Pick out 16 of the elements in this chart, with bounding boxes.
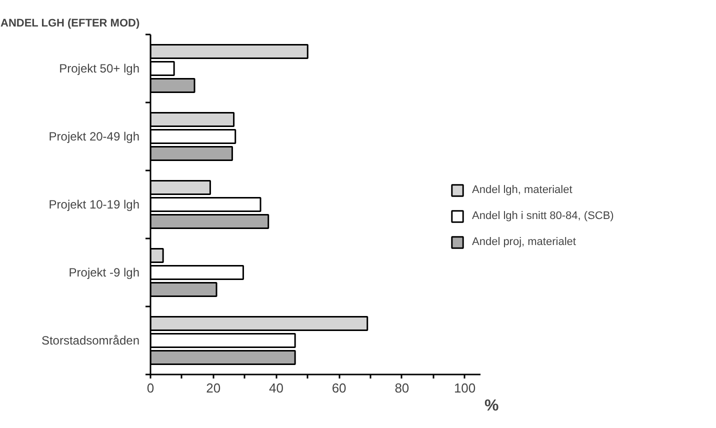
legend-label: Andel proj, materialet bbox=[472, 236, 576, 248]
x-axis-title: % bbox=[484, 398, 499, 414]
x-tick-label: 80 bbox=[394, 380, 410, 396]
x-tick-label: 0 bbox=[146, 380, 154, 396]
y-tick-label: Projekt 50+ lgh bbox=[59, 62, 140, 76]
chart-title: ANDEL LGH (EFTER MOD) bbox=[0, 18, 140, 30]
y-tick-label: Projekt -9 lgh bbox=[68, 266, 140, 280]
y-tick-label: Projekt 10-19 lgh bbox=[48, 198, 140, 212]
x-tick-label: 40 bbox=[268, 380, 284, 396]
legend-label: Andel lgh i snitt 80-84, (SCB) bbox=[472, 210, 614, 222]
x-tick-label: 20 bbox=[206, 380, 221, 396]
legend-label: Andel lgh, materialet bbox=[472, 184, 572, 196]
y-tick-label: Storstadsområden bbox=[41, 334, 140, 348]
y-tick-label: Projekt 20-49 lgh bbox=[48, 130, 140, 144]
x-tick-label: 60 bbox=[332, 380, 346, 396]
x-tick-label: 100 bbox=[454, 380, 476, 396]
